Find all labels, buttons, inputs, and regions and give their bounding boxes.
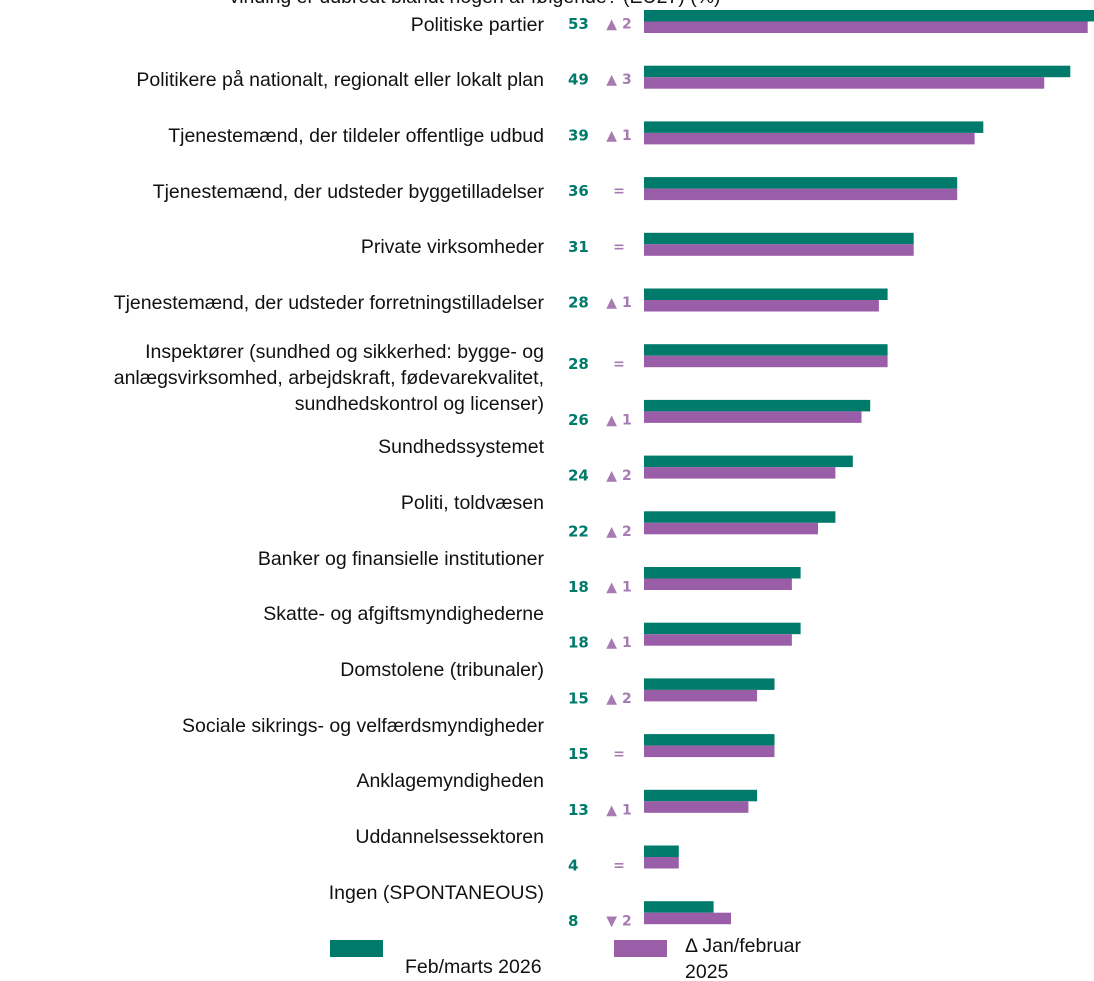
value-label: 4 xyxy=(568,857,578,875)
category-label: Ingen (SPONTANEOUS) xyxy=(328,881,544,904)
change-label: ▲ 1 xyxy=(606,412,631,428)
legend-label: Feb/marts 2026 xyxy=(405,956,542,978)
bar xyxy=(644,344,888,356)
bar xyxy=(644,244,914,256)
change-label: = xyxy=(613,357,625,373)
category-label: Inspektører (sundhed og sikkerhed: bygge… xyxy=(113,340,544,415)
change-label: ▲ 1 xyxy=(606,802,631,818)
bar xyxy=(644,399,871,412)
legend-swatch xyxy=(330,940,383,957)
value-label: 36 xyxy=(568,182,589,200)
bar xyxy=(644,912,731,925)
bar xyxy=(644,734,775,746)
category-label: Sundhedssystemet xyxy=(378,436,544,459)
bar xyxy=(644,177,958,189)
value-label: 31 xyxy=(568,238,589,256)
bar xyxy=(644,132,975,145)
bar xyxy=(644,578,792,590)
value-label: 18 xyxy=(568,634,589,652)
bar xyxy=(644,188,958,201)
change-label: = xyxy=(613,184,625,200)
category-label: Tjenestemænd, der udsteder byggetilladel… xyxy=(152,180,544,203)
bar xyxy=(644,288,888,300)
value-label: 53 xyxy=(568,15,589,33)
change-label: ▲ 2 xyxy=(606,691,631,707)
value-label: 15 xyxy=(568,689,589,707)
bar xyxy=(644,77,1045,89)
legend-label: Δ Jan/februar 2025 xyxy=(685,935,802,981)
value-label: 24 xyxy=(568,467,589,485)
bar xyxy=(644,567,801,579)
change-label: ▲ 2 xyxy=(606,524,631,540)
change-label: = xyxy=(613,239,625,255)
value-label: 18 xyxy=(568,578,589,596)
change-label: = xyxy=(613,858,625,874)
bar xyxy=(644,689,758,702)
bar xyxy=(644,232,914,245)
category-label: Uddannelsessektoren xyxy=(355,826,544,848)
change-label: ▲ 2 xyxy=(606,17,631,33)
bar xyxy=(644,455,853,468)
change-label: ▲ 3 xyxy=(606,72,631,88)
bar xyxy=(644,355,888,368)
bar xyxy=(644,10,1094,22)
category-label: Private virksomheder xyxy=(360,236,544,259)
chart-title: vinding er udbredt blandt nogen af følge… xyxy=(0,0,950,9)
bar xyxy=(644,634,792,646)
bar xyxy=(644,678,775,690)
category-label: Domstolene (tribunaler) xyxy=(340,658,544,681)
category-label: Tjenestemænd, der udsteder forretningsti… xyxy=(113,292,544,314)
category-label: Politikere på nationalt, regionalt eller… xyxy=(136,69,544,92)
bar xyxy=(644,21,1088,33)
category-label: Politi, toldvæsen xyxy=(400,491,544,514)
value-label: 39 xyxy=(568,126,589,144)
category-label: Tjenestemænd, der tildeler offentlige ud… xyxy=(168,124,544,147)
value-label: 28 xyxy=(568,294,589,312)
value-label: 22 xyxy=(568,522,589,540)
value-label: 13 xyxy=(568,801,589,819)
change-label: ▼ 2 xyxy=(606,914,631,930)
bar xyxy=(644,522,818,535)
bar xyxy=(644,901,714,913)
bar xyxy=(644,801,749,813)
bar xyxy=(644,65,1071,78)
value-label: 49 xyxy=(568,71,589,89)
category-label: Anklagemyndigheden xyxy=(356,770,544,793)
change-label: ▲ 1 xyxy=(606,580,631,596)
category-label: Skatte- og afgiftsmyndighederne xyxy=(263,603,544,626)
category-label: Politiske partier xyxy=(410,13,544,36)
bar xyxy=(644,300,879,312)
bar xyxy=(644,467,836,479)
category-label: Banker og finansielle institutioner xyxy=(257,547,544,570)
value-label: 8 xyxy=(568,912,578,930)
value-label: 26 xyxy=(568,411,589,429)
value-label: 15 xyxy=(568,745,589,763)
bar xyxy=(644,845,679,857)
bar xyxy=(644,622,801,635)
bar xyxy=(644,857,679,869)
bar xyxy=(644,789,758,802)
value-label: 28 xyxy=(568,355,589,373)
legend-swatch xyxy=(614,940,667,957)
change-label: ▲ 1 xyxy=(606,128,631,144)
bar xyxy=(644,121,984,133)
bar xyxy=(644,745,775,758)
change-label: ▲ 1 xyxy=(606,635,631,651)
bar xyxy=(644,411,862,423)
change-label: = xyxy=(613,747,625,763)
change-label: ▲ 1 xyxy=(606,295,631,311)
bar xyxy=(644,511,836,523)
category-label: Sociale sikrings- og velfærdsmyndigheder xyxy=(182,714,544,737)
change-label: ▲ 2 xyxy=(606,468,631,484)
